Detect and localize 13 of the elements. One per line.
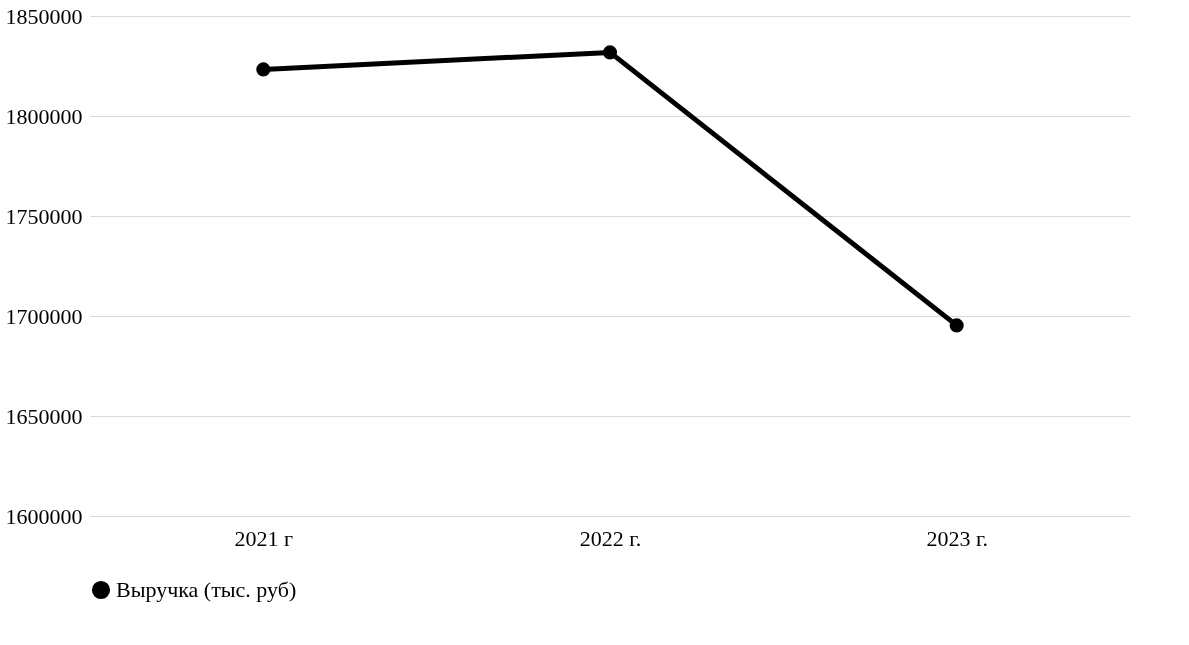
legend-label: Выручка (тыс. руб) [116,577,297,602]
x-tick-label: 2021 г [234,525,294,551]
y-tick-label: 1750000 [5,203,83,229]
point [949,318,964,333]
point [256,62,271,77]
y-tick-label: 1850000 [5,3,83,29]
x-tick-label: 2023 г. [926,525,988,551]
y-tick-label: 1600000 [5,503,83,529]
y-tick-label: 1650000 [5,403,83,429]
y-tick-label: 1700000 [5,303,83,329]
y-tick-label: 1800000 [5,103,83,129]
point [602,45,618,60]
x-tick-label: 2022 г. [579,525,642,551]
